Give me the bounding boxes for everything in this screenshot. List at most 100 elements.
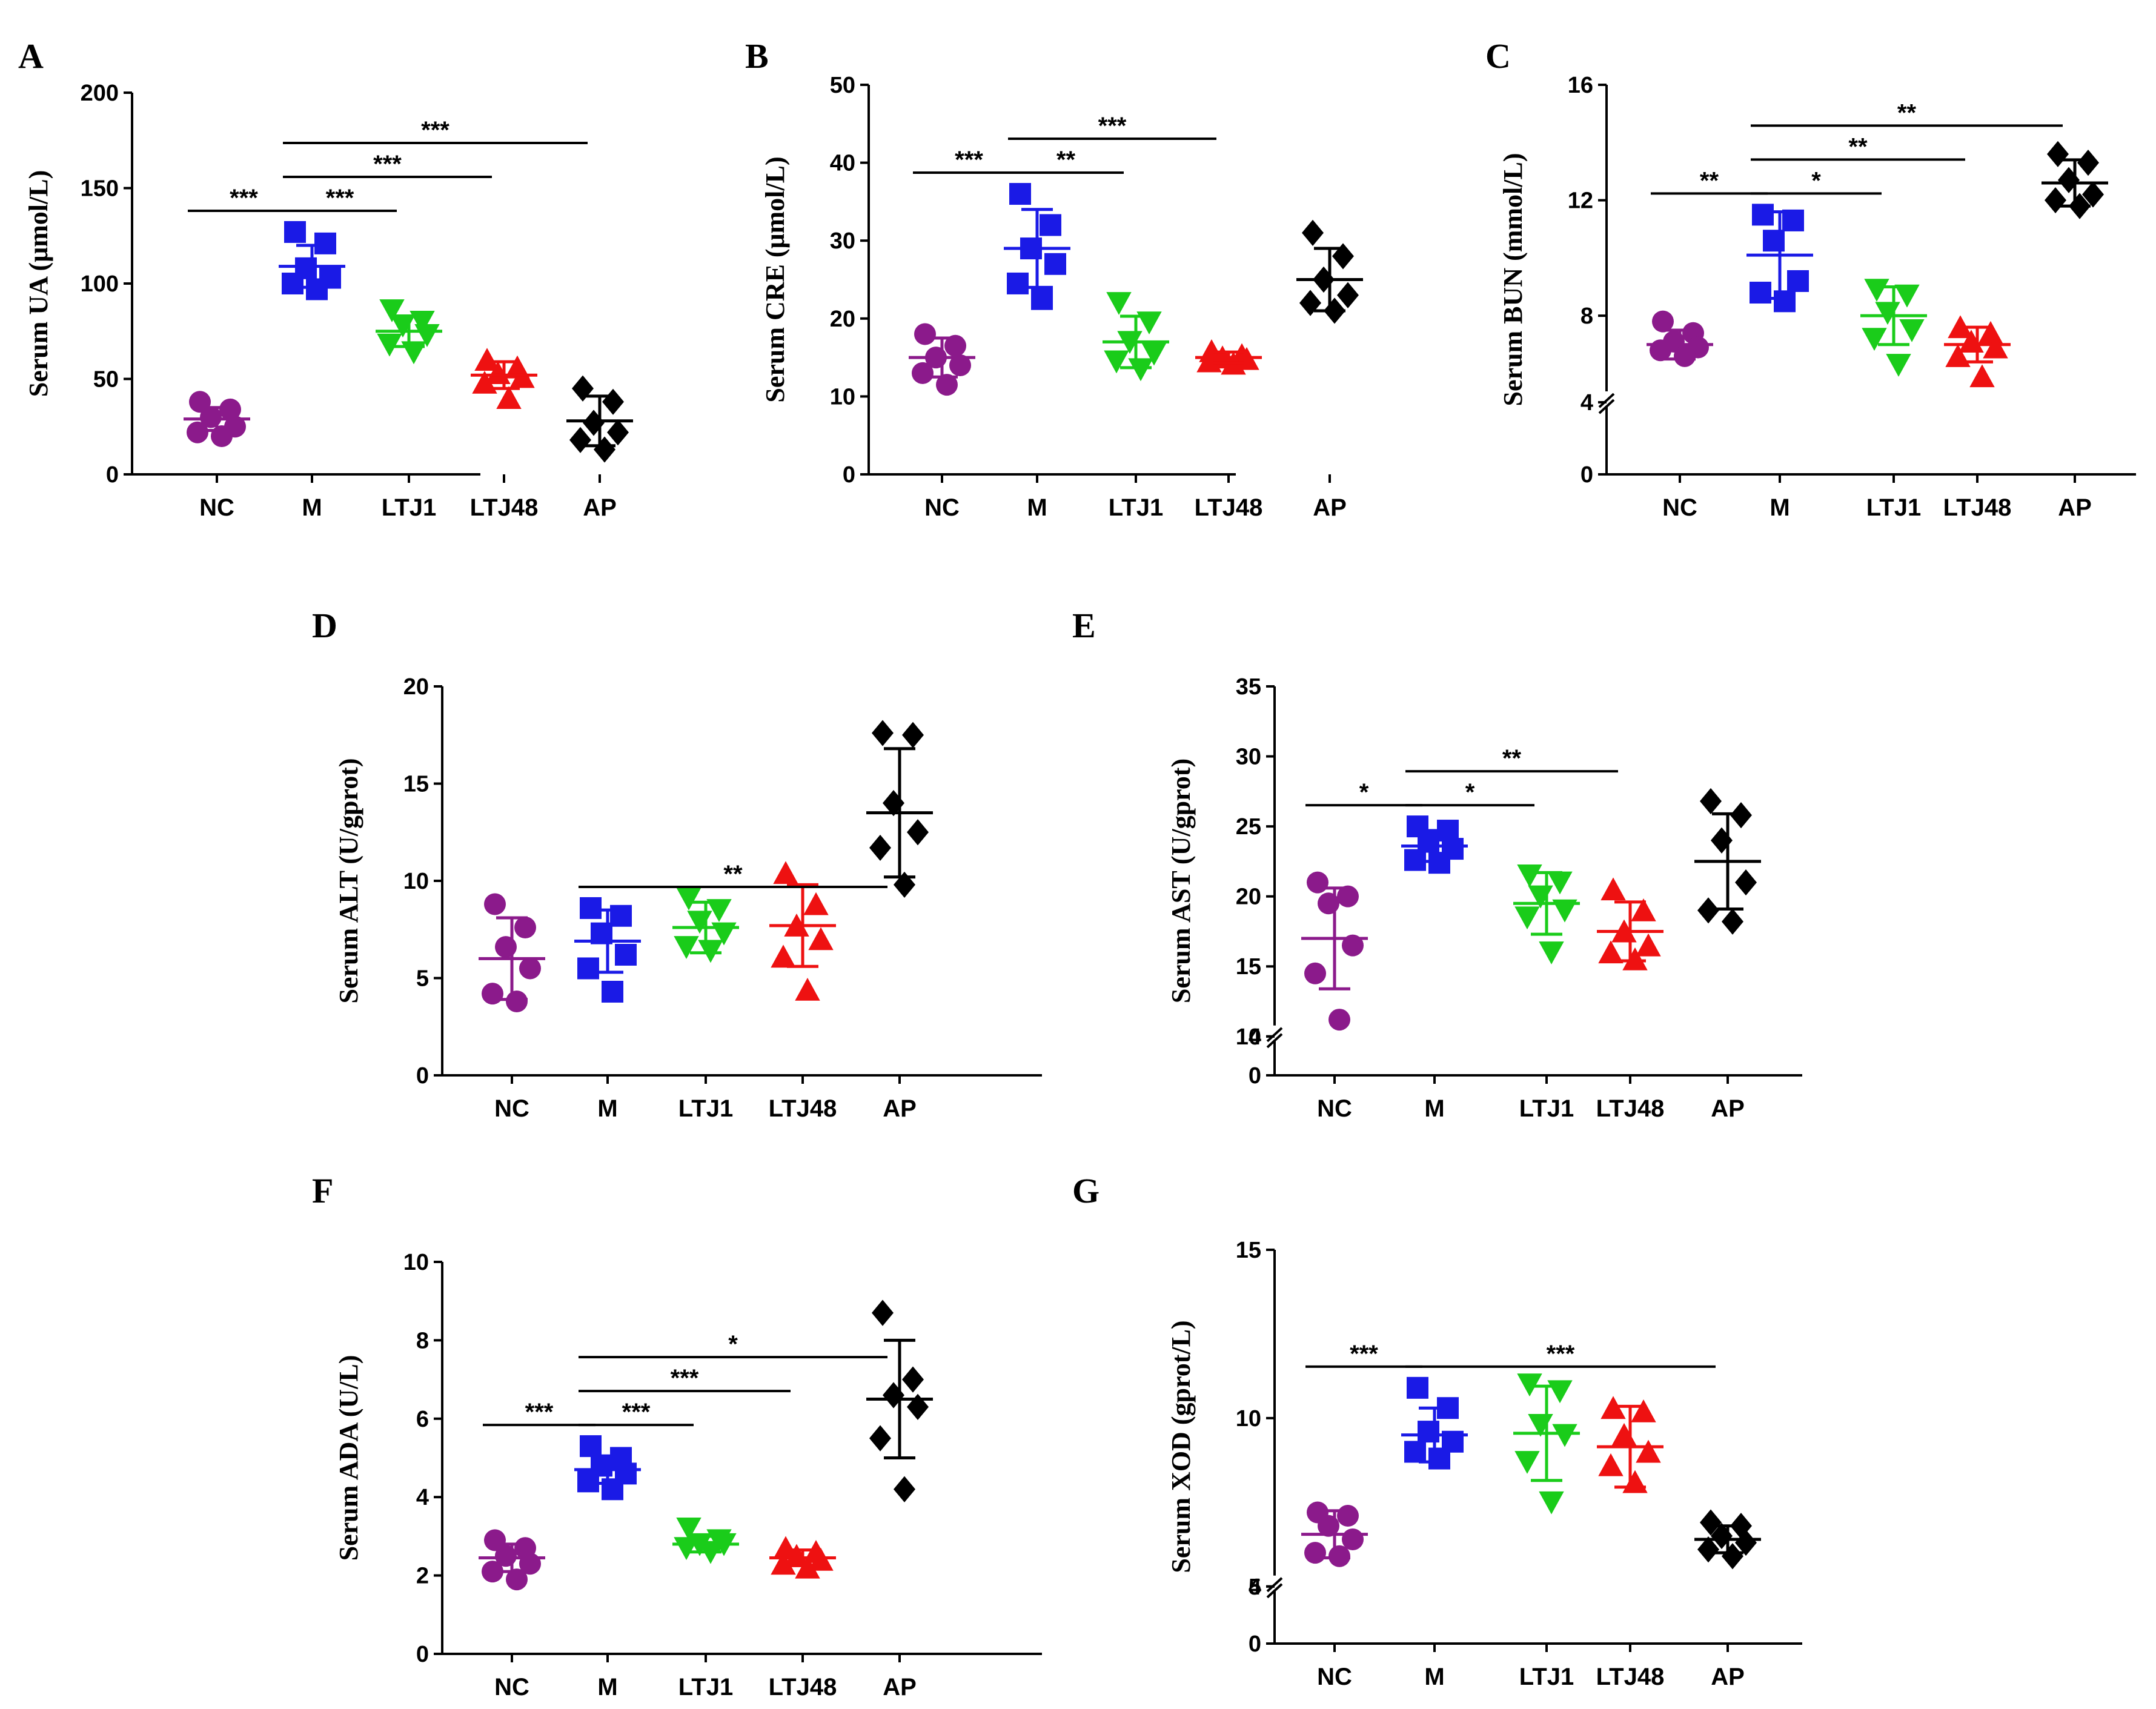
data-point — [1886, 354, 1911, 377]
y-tick-label: 2 — [416, 1564, 429, 1589]
data-point — [1697, 897, 1719, 924]
x-tick-label: NC — [1662, 494, 1697, 521]
y-tick-label: 20 — [1236, 884, 1261, 910]
data-point — [1007, 272, 1029, 294]
y-tick-label: 25 — [1236, 814, 1261, 840]
data-point — [474, 348, 500, 371]
data-point — [706, 899, 732, 922]
data-point — [902, 1366, 924, 1393]
x-tick-label: AP — [2058, 494, 2092, 521]
data-point — [1652, 310, 1674, 333]
data-point — [401, 341, 426, 365]
data-point — [674, 936, 699, 959]
axis-break-mark — [1598, 399, 1615, 414]
y-tick-label: 30 — [830, 228, 855, 254]
y-tick-label: 4 — [416, 1485, 429, 1510]
chart-panel-a: A 0 50 100 150 200 Serum UA (μmol/L) NC M LTJ1 LTJ… — [18, 36, 633, 521]
data-point — [1864, 279, 1889, 302]
y-tick-label: 20 — [830, 307, 855, 332]
data-point — [610, 904, 632, 927]
data-point — [594, 436, 615, 463]
data-point — [1552, 899, 1577, 923]
y-tick-label: 8 — [416, 1328, 429, 1353]
y-tick-label: 0 — [416, 1063, 429, 1089]
y-tick-label: 0 — [1249, 1063, 1261, 1089]
data-point — [282, 273, 303, 294]
data-point — [1697, 1536, 1719, 1563]
data-point — [284, 221, 306, 243]
data-point — [676, 887, 702, 911]
x-tick-label: M — [597, 1095, 617, 1122]
data-point — [2047, 141, 2069, 167]
data-point — [795, 977, 820, 1001]
data-point — [1700, 788, 1722, 815]
x-tick-label: NC — [1317, 1664, 1352, 1690]
chart-panel-b: B 0 10 20 30 40 50 Serum CRE (μmol/L) NC M LTJ1 LTJ… — [745, 36, 1363, 521]
y-tick-label: 30 — [1236, 745, 1261, 770]
data-point — [482, 983, 503, 1005]
y-axis-label: Serum ALT (U/gprot) — [334, 758, 363, 1003]
significance-label: *** — [671, 1365, 699, 1392]
significance-label: * — [1359, 779, 1369, 806]
data-point — [1600, 1396, 1626, 1419]
data-point — [306, 278, 328, 300]
x-tick-label: LTJ48 — [1596, 1664, 1665, 1690]
x-tick-label: LTJ48 — [1195, 494, 1263, 521]
data-point — [1539, 941, 1564, 964]
data-point — [1044, 253, 1066, 275]
y-axis-label: Serum ADA (U/L) — [334, 1355, 363, 1561]
significance-label: *** — [525, 1399, 554, 1425]
data-point — [607, 419, 629, 446]
significance-label: *** — [1350, 1341, 1378, 1367]
data-point — [1552, 1424, 1577, 1447]
data-point — [2058, 167, 2080, 193]
x-tick-label: LTJ1 — [678, 1095, 733, 1122]
y-tick-label: 4 — [1249, 1024, 1261, 1050]
data-point — [1304, 1542, 1326, 1564]
x-tick-label: LTJ1 — [678, 1674, 733, 1701]
data-point — [1969, 364, 1995, 388]
data-point — [1598, 940, 1624, 964]
y-tick-label: 16 — [1568, 73, 1593, 98]
y-tick-label: 6 — [416, 1407, 429, 1432]
significance-label: ** — [723, 861, 743, 888]
y-tick-label: 15 — [403, 772, 429, 797]
data-point — [1611, 1422, 1637, 1446]
y-tick-label: 0 — [1249, 1631, 1261, 1657]
x-tick-label: AP — [883, 1674, 917, 1701]
data-point — [1304, 962, 1326, 984]
data-point — [1750, 282, 1771, 304]
data-point — [1899, 319, 1925, 342]
data-point — [674, 1537, 699, 1561]
data-point — [602, 388, 624, 415]
data-point — [1787, 270, 1809, 292]
y-tick-label: 0 — [106, 462, 119, 488]
significance-label: ** — [1848, 133, 1868, 160]
data-point — [1332, 243, 1354, 270]
y-tick-label: 5 — [1249, 1575, 1261, 1600]
data-point — [907, 819, 929, 846]
significance-label: *** — [421, 117, 449, 144]
y-axis-label: Serum XOD (gprot/L) — [1166, 1320, 1196, 1573]
data-point — [1894, 284, 1920, 308]
data-point — [1407, 1376, 1428, 1399]
data-point — [1722, 908, 1743, 935]
data-point — [583, 410, 605, 436]
data-point — [1328, 1545, 1350, 1567]
data-point — [577, 1470, 599, 1493]
y-tick-label: 0 — [843, 462, 855, 488]
data-point — [1875, 302, 1900, 325]
data-point — [602, 1478, 623, 1501]
data-point — [1622, 947, 1648, 971]
data-point — [2077, 150, 2099, 176]
data-point — [1528, 885, 1553, 909]
data-point — [580, 1435, 602, 1458]
data-point — [1337, 885, 1359, 908]
data-point — [496, 386, 522, 409]
data-point — [1752, 204, 1774, 226]
axis-break-mark — [1598, 393, 1615, 408]
data-point — [883, 1382, 904, 1409]
data-point — [771, 1551, 796, 1575]
data-point — [572, 375, 594, 402]
x-tick-label: AP — [583, 494, 617, 521]
